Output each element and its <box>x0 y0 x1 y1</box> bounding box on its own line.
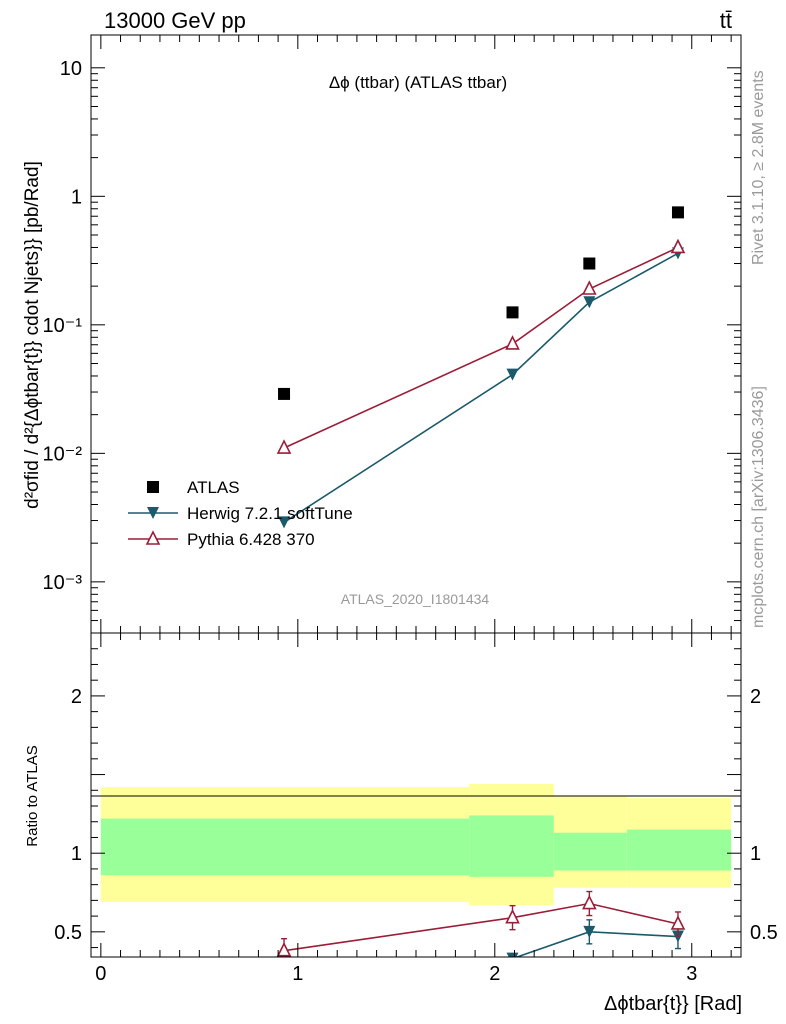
data-point <box>583 296 596 309</box>
header-left: 13000 GeV pp <box>104 8 246 33</box>
legend-marker <box>147 481 159 493</box>
ratio-y-tick-label: 1 <box>71 843 82 865</box>
ratio-y-tick-label-right: 1 <box>750 843 761 865</box>
data-point <box>582 280 597 295</box>
ratio-axis-ticks: 0.5 0.5 1 1 2 2 0 1 2 3 <box>54 633 778 985</box>
ratio-panel: 0.5 0.5 1 1 2 2 0 1 2 3 Ratio to ATLAS Δϕtbar{t}}… <box>24 632 778 1015</box>
data-point <box>505 335 520 350</box>
mcplots-label: mcplots.cern.ch [arXiv:1306.3436] <box>750 386 767 628</box>
ratio-y-tick-label: 2 <box>71 686 82 708</box>
data-point <box>278 516 291 529</box>
ratio-data-point <box>276 941 292 957</box>
green-band <box>553 832 627 871</box>
y-tick-label: 10⁻¹ <box>43 315 83 337</box>
data-point <box>506 306 519 319</box>
ratio-y-tick-label: 0.5 <box>54 922 82 944</box>
ratio-y-tick-label-right: 0.5 <box>750 922 778 944</box>
y-tick-label: 10 <box>60 58 82 80</box>
legend-label: Pythia 6.428 370 <box>187 530 315 549</box>
main-axis-ticks: 10⁻³ 10⁻² 10⁻¹ 1 10 <box>43 35 741 634</box>
ratio-data-marks <box>276 890 686 1001</box>
green-band <box>100 818 470 876</box>
watermark: ATLAS_2020_I1801434 <box>341 591 490 607</box>
x-tick-label: 1 <box>292 963 303 985</box>
ratio-ylabel: Ratio to ATLAS <box>24 745 41 846</box>
ratio-data-point <box>278 989 290 1001</box>
data-point <box>506 368 519 381</box>
series-line <box>283 252 679 524</box>
green-band <box>626 829 732 871</box>
header-right: tt̄ <box>720 8 732 33</box>
ratio-data-point <box>582 894 597 910</box>
data-point <box>583 257 596 270</box>
main-title: Δϕ (ttbar) (ATLAS ttbar) <box>329 73 507 92</box>
x-tick-label: 3 <box>686 963 697 985</box>
ratio-data-point <box>505 908 520 924</box>
main-data-marks <box>276 206 686 529</box>
y-tick-label: 10⁻³ <box>43 572 83 594</box>
x-tick-label: 0 <box>95 963 106 985</box>
data-point <box>671 206 684 219</box>
main-ylabel: d²σfid / d²{Δϕtbar{t}} cdot Njets}} [pb/… <box>22 161 43 509</box>
uncertainty-bands <box>100 783 732 906</box>
data-point <box>278 387 291 400</box>
series-line <box>283 246 679 449</box>
y-tick-label: 10⁻² <box>43 443 83 465</box>
green-band <box>469 815 554 877</box>
main-panel: Δϕ (ttbar) (ATLAS ttbar) ATLAS_2020_I180… <box>22 34 742 634</box>
x-axis-label: Δϕtbar{t}} [Rad] <box>604 993 742 1015</box>
legend-label: ATLAS <box>187 478 240 497</box>
rivet-label: Rivet 3.1.10, ≥ 2.8M events <box>750 70 767 265</box>
legend-marker <box>147 507 159 519</box>
ratio-y-tick-label-right: 2 <box>750 686 761 708</box>
ratio-series-line <box>283 902 679 952</box>
legend: ATLAS Herwig 7.2.1 softTune Pythia 6.428 3… <box>128 478 353 549</box>
x-tick-label: 2 <box>489 963 500 985</box>
ratio-data-point <box>506 952 519 957</box>
data-point <box>276 439 292 454</box>
legend-marker <box>145 530 161 545</box>
legend-label: Herwig 7.2.1 softTune <box>187 504 353 523</box>
data-point <box>670 238 686 254</box>
ratio-data-point <box>583 925 596 938</box>
ratio-data-point <box>670 915 686 930</box>
ratio-series-line <box>514 931 679 957</box>
ratio-frame <box>90 632 742 958</box>
y-tick-label: 1 <box>71 186 82 208</box>
